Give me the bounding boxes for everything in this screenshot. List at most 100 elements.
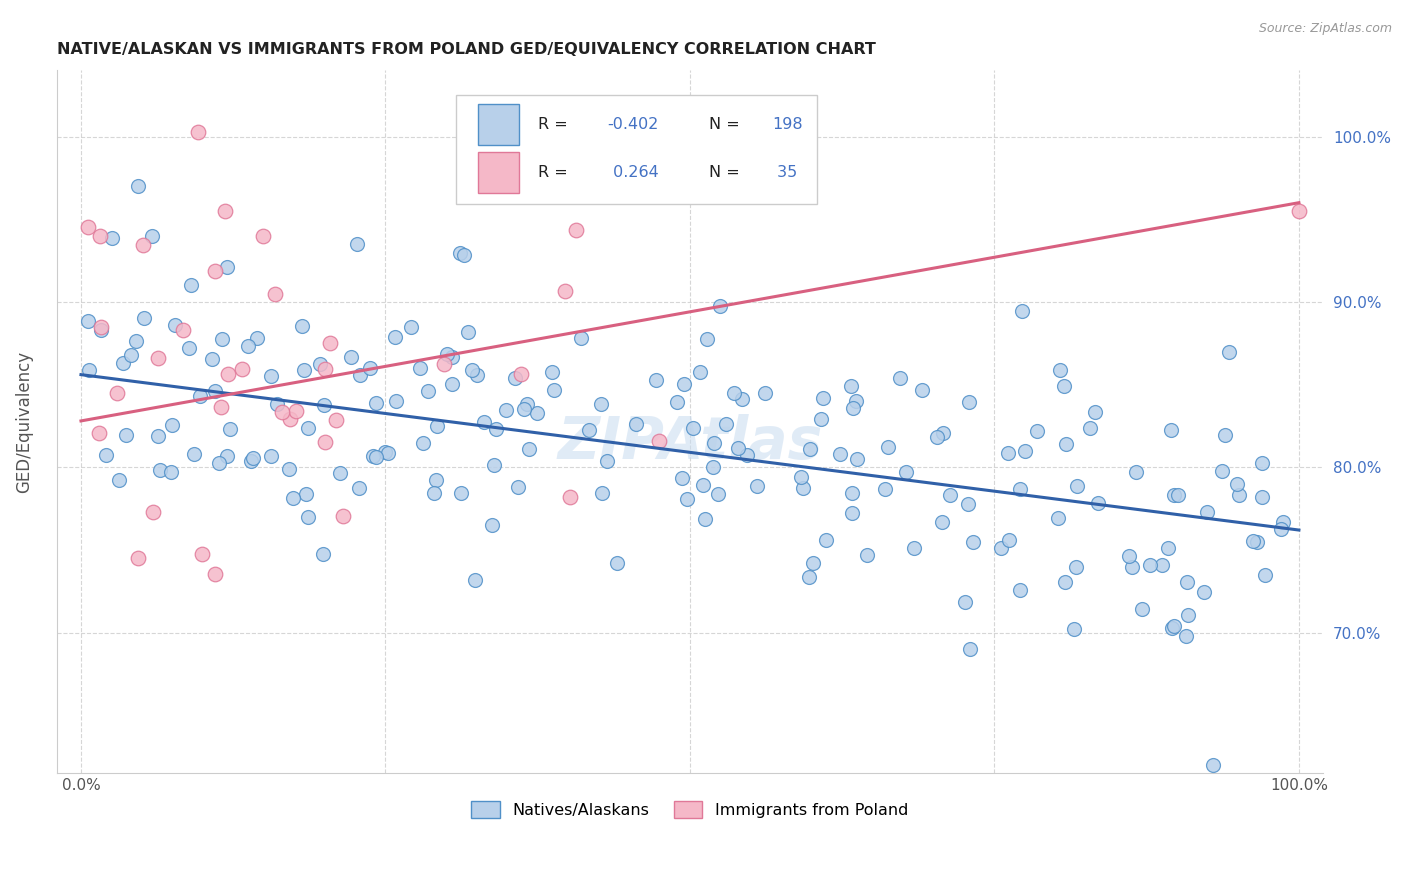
Point	[277, 462, 299, 476]
Point	[127, 179, 149, 194]
Point	[1066, 560, 1088, 574]
Point	[142, 505, 165, 519]
Point	[516, 397, 538, 411]
Point	[416, 384, 439, 398]
Point	[1130, 602, 1153, 616]
Point	[953, 595, 976, 609]
Point	[1251, 456, 1274, 470]
Point	[177, 341, 200, 355]
Point	[789, 470, 811, 484]
Point	[1046, 511, 1069, 525]
Point	[714, 417, 737, 432]
Point	[792, 481, 814, 495]
Point	[292, 363, 315, 377]
Point	[120, 348, 142, 362]
Point	[238, 339, 260, 353]
Point	[79, 363, 101, 377]
Point	[569, 331, 592, 345]
Point	[180, 278, 202, 293]
Point	[671, 471, 693, 485]
Point	[242, 450, 264, 465]
Point	[453, 248, 475, 262]
Point	[841, 506, 863, 520]
Point	[295, 487, 318, 501]
Point	[191, 547, 214, 561]
Point	[591, 486, 613, 500]
Point	[606, 556, 628, 570]
Point	[1139, 558, 1161, 572]
Point	[673, 376, 696, 391]
Point	[903, 541, 925, 556]
Point	[340, 350, 363, 364]
Point	[401, 319, 423, 334]
Point	[647, 434, 669, 448]
Point	[558, 490, 581, 504]
Point	[214, 204, 236, 219]
Point	[131, 238, 153, 252]
Legend: Natives/Alaskans, Immigrants from Poland: Natives/Alaskans, Immigrants from Poland	[465, 795, 915, 825]
Point	[215, 449, 238, 463]
Point	[90, 320, 112, 334]
Point	[465, 179, 488, 194]
Point	[1271, 515, 1294, 529]
Point	[148, 351, 170, 366]
Point	[957, 394, 980, 409]
Text: ZIPAtlas: ZIPAtlas	[557, 415, 823, 471]
Point	[513, 401, 536, 416]
Point	[505, 371, 527, 385]
Point	[1054, 574, 1077, 589]
Point	[1066, 479, 1088, 493]
Point	[959, 641, 981, 656]
Point	[485, 422, 508, 436]
Point	[1270, 523, 1292, 537]
Point	[204, 264, 226, 278]
Point	[1160, 423, 1182, 437]
Point	[271, 404, 294, 418]
Point	[526, 406, 548, 420]
Point	[283, 491, 305, 505]
Point	[377, 446, 399, 460]
Point	[457, 325, 479, 339]
Point	[1063, 623, 1085, 637]
Point	[1161, 621, 1184, 635]
Point	[314, 434, 336, 449]
Point	[332, 508, 354, 523]
Point	[1125, 465, 1147, 479]
Point	[747, 479, 769, 493]
Point	[990, 541, 1012, 556]
Point	[412, 436, 434, 450]
Text: 198: 198	[772, 117, 803, 132]
Point	[460, 363, 482, 377]
Point	[1253, 568, 1275, 582]
Point	[246, 331, 269, 345]
Point	[108, 473, 131, 487]
Point	[204, 567, 226, 582]
Point	[1157, 541, 1180, 556]
Point	[927, 430, 949, 444]
Point	[87, 426, 110, 441]
Point	[696, 332, 718, 346]
Point	[754, 386, 776, 401]
Point	[1202, 757, 1225, 772]
Point	[278, 412, 301, 426]
Point	[361, 450, 384, 464]
Text: -0.402: -0.402	[607, 117, 659, 132]
Point	[1014, 443, 1036, 458]
Point	[801, 556, 824, 570]
FancyBboxPatch shape	[456, 95, 817, 204]
Point	[285, 403, 308, 417]
Point	[208, 457, 231, 471]
Text: 35: 35	[772, 165, 797, 180]
Point	[541, 365, 564, 379]
Point	[1049, 363, 1071, 377]
Point	[440, 377, 463, 392]
Point	[347, 481, 370, 495]
Point	[1053, 378, 1076, 392]
Point	[297, 421, 319, 435]
Point	[160, 417, 183, 432]
Point	[554, 284, 576, 298]
Point	[1087, 496, 1109, 510]
Point	[89, 228, 111, 243]
Point	[1246, 535, 1268, 549]
Point	[148, 429, 170, 443]
